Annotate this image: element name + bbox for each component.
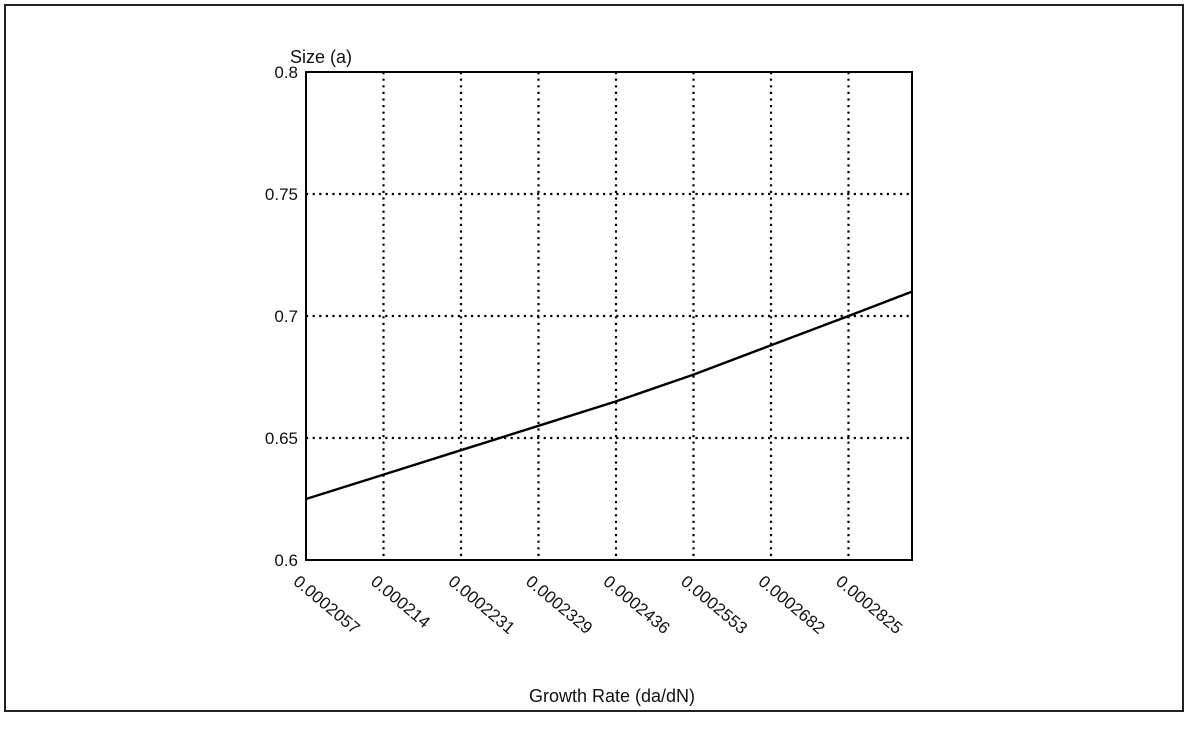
x-tick-label: 0.0002329 <box>522 572 596 638</box>
x-tick-label: 0.0002553 <box>677 572 751 638</box>
y-tick-label: 0.75 <box>265 185 298 204</box>
y-tick-labels: 0.6 0.65 0.7 0.75 0.8 <box>265 63 298 570</box>
series-layer <box>305 290 913 501</box>
x-tick-label: 0.0002231 <box>445 572 519 638</box>
plot-area <box>305 71 913 561</box>
y-tick-label: 0.8 <box>274 63 298 82</box>
grid-lines <box>306 72 912 560</box>
y-tick-label: 0.65 <box>265 429 298 448</box>
figure-frame <box>4 4 1184 712</box>
y-tick-label: 0.6 <box>274 551 298 570</box>
series-line <box>305 290 913 501</box>
y-axis-label: Size (a) <box>290 47 352 67</box>
x-tick-label: 0.000214 <box>367 572 434 632</box>
y-tick-label: 0.7 <box>274 307 298 326</box>
x-tick-label: 0.0002682 <box>755 572 829 638</box>
x-tick-label: 0.0002436 <box>600 572 674 638</box>
x-tick-label: 0.0002825 <box>832 572 906 638</box>
x-axis-label: Growth Rate (da/dN) <box>529 686 695 706</box>
x-tick-label: 0.0002057 <box>290 572 364 638</box>
x-tick-labels: 0.0002057 0.000214 0.0002231 0.0002329 0.000… <box>290 572 906 638</box>
